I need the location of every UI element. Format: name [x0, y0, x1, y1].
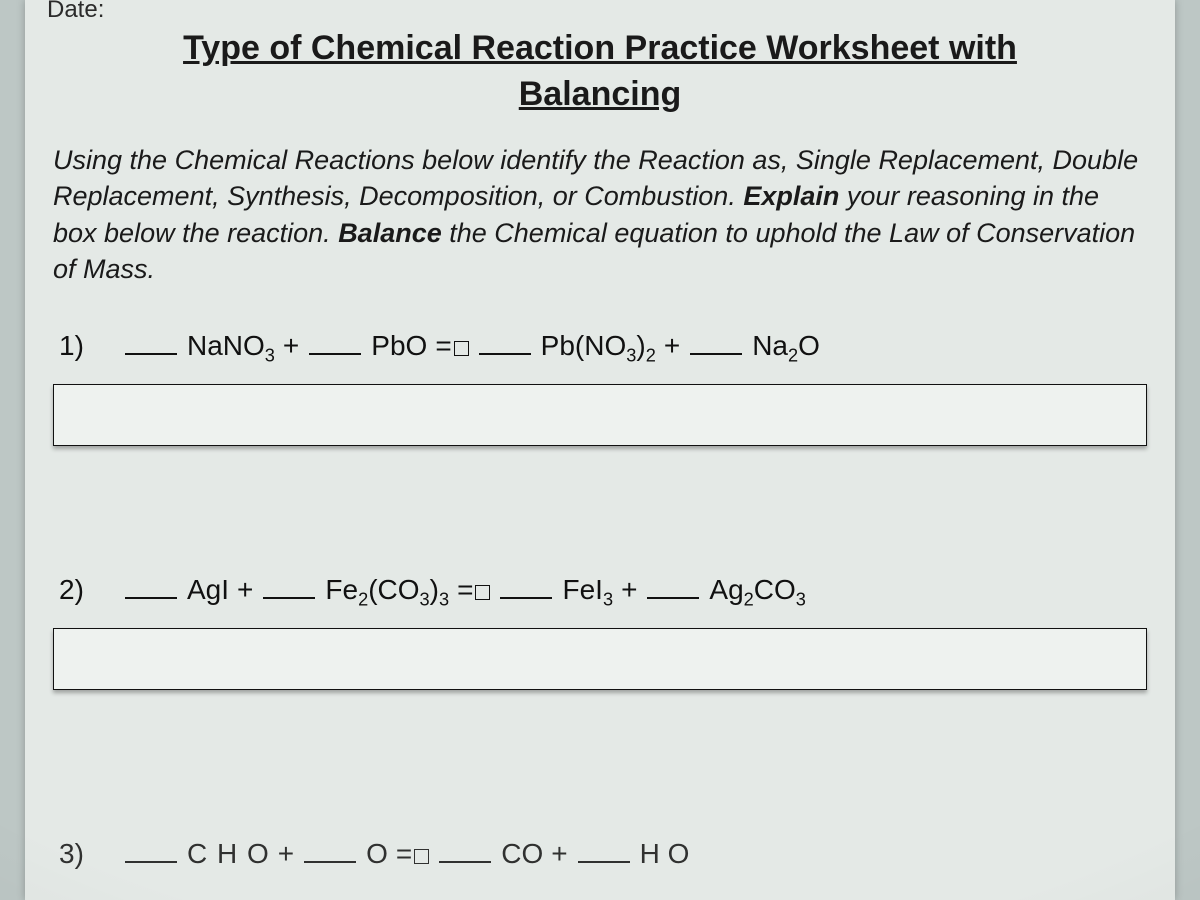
- explanation-box[interactable]: [53, 384, 1147, 446]
- coef-blank[interactable]: [690, 331, 742, 355]
- equation-1: 1) NaNO3 + PbO = Pb(NO3)2 + Na2O: [59, 330, 1147, 362]
- date-label: Date:: [47, 0, 1147, 24]
- box-icon: [414, 849, 429, 864]
- equals-sign: =: [435, 330, 468, 362]
- problem-number: 3): [59, 838, 119, 870]
- worksheet-page: Date: Type of Chemical Reaction Practice…: [25, 0, 1175, 900]
- coef-blank[interactable]: [500, 575, 552, 599]
- product-2: Na2O: [752, 330, 820, 362]
- explanation-box[interactable]: [53, 628, 1147, 690]
- coef-blank[interactable]: [263, 575, 315, 599]
- coef-blank[interactable]: [439, 839, 491, 863]
- problem-3: 3) C H O + O = CO + H O: [53, 838, 1147, 870]
- reactant-2: PbO: [371, 330, 427, 362]
- product-2-partial: H O: [640, 838, 690, 870]
- instr-bold-balance: Balance: [338, 218, 442, 248]
- reactant-1: AgI: [187, 574, 229, 606]
- reactant-1: NaNO3: [187, 330, 275, 362]
- equals-sign: =: [457, 574, 490, 606]
- coef-blank[interactable]: [578, 839, 630, 863]
- problem-1: 1) NaNO3 + PbO = Pb(NO3)2 + Na2O: [53, 330, 1147, 446]
- equals-sign: =: [396, 838, 429, 870]
- worksheet-title: Type of Chemical Reaction Practice Works…: [93, 26, 1107, 118]
- equation-2: 2) AgI + Fe2(CO3)3 = FeI3 + Ag2CO3: [59, 574, 1147, 606]
- problem-number: 1): [59, 330, 119, 362]
- plus-sign: +: [551, 838, 567, 870]
- plus-sign: +: [621, 574, 637, 606]
- box-icon: [454, 341, 469, 356]
- coef-blank[interactable]: [647, 575, 699, 599]
- coef-blank[interactable]: [309, 331, 361, 355]
- box-icon: [475, 585, 490, 600]
- equation-3-partial: 3) C H O + O = CO + H O: [59, 838, 1147, 870]
- plus-sign: +: [664, 330, 680, 362]
- spacer: [53, 708, 1147, 818]
- product-2: Ag2CO3: [709, 574, 806, 606]
- spacer: [53, 464, 1147, 574]
- coef-blank[interactable]: [125, 839, 177, 863]
- plus-sign: +: [283, 330, 299, 362]
- reactant-2-partial: O: [366, 838, 388, 870]
- reactant-1-partial: C H O: [187, 838, 270, 870]
- title-line-2: Balancing: [519, 75, 681, 113]
- coef-blank[interactable]: [479, 331, 531, 355]
- title-line-1: Type of Chemical Reaction Practice Works…: [183, 29, 1017, 67]
- problem-2: 2) AgI + Fe2(CO3)3 = FeI3 + Ag2CO3: [53, 574, 1147, 690]
- product-1: Pb(NO3)2: [541, 330, 656, 362]
- coef-blank[interactable]: [125, 575, 177, 599]
- instructions: Using the Chemical Reactions below ident…: [53, 142, 1147, 288]
- coef-blank[interactable]: [125, 331, 177, 355]
- product-1-partial: CO: [501, 838, 543, 870]
- plus-sign: +: [278, 838, 294, 870]
- coef-blank[interactable]: [304, 839, 356, 863]
- instr-bold-explain: Explain: [743, 181, 839, 211]
- product-1: FeI3: [562, 574, 613, 606]
- problem-number: 2): [59, 574, 119, 606]
- plus-sign: +: [237, 574, 253, 606]
- reactant-2: Fe2(CO3)3: [325, 574, 449, 606]
